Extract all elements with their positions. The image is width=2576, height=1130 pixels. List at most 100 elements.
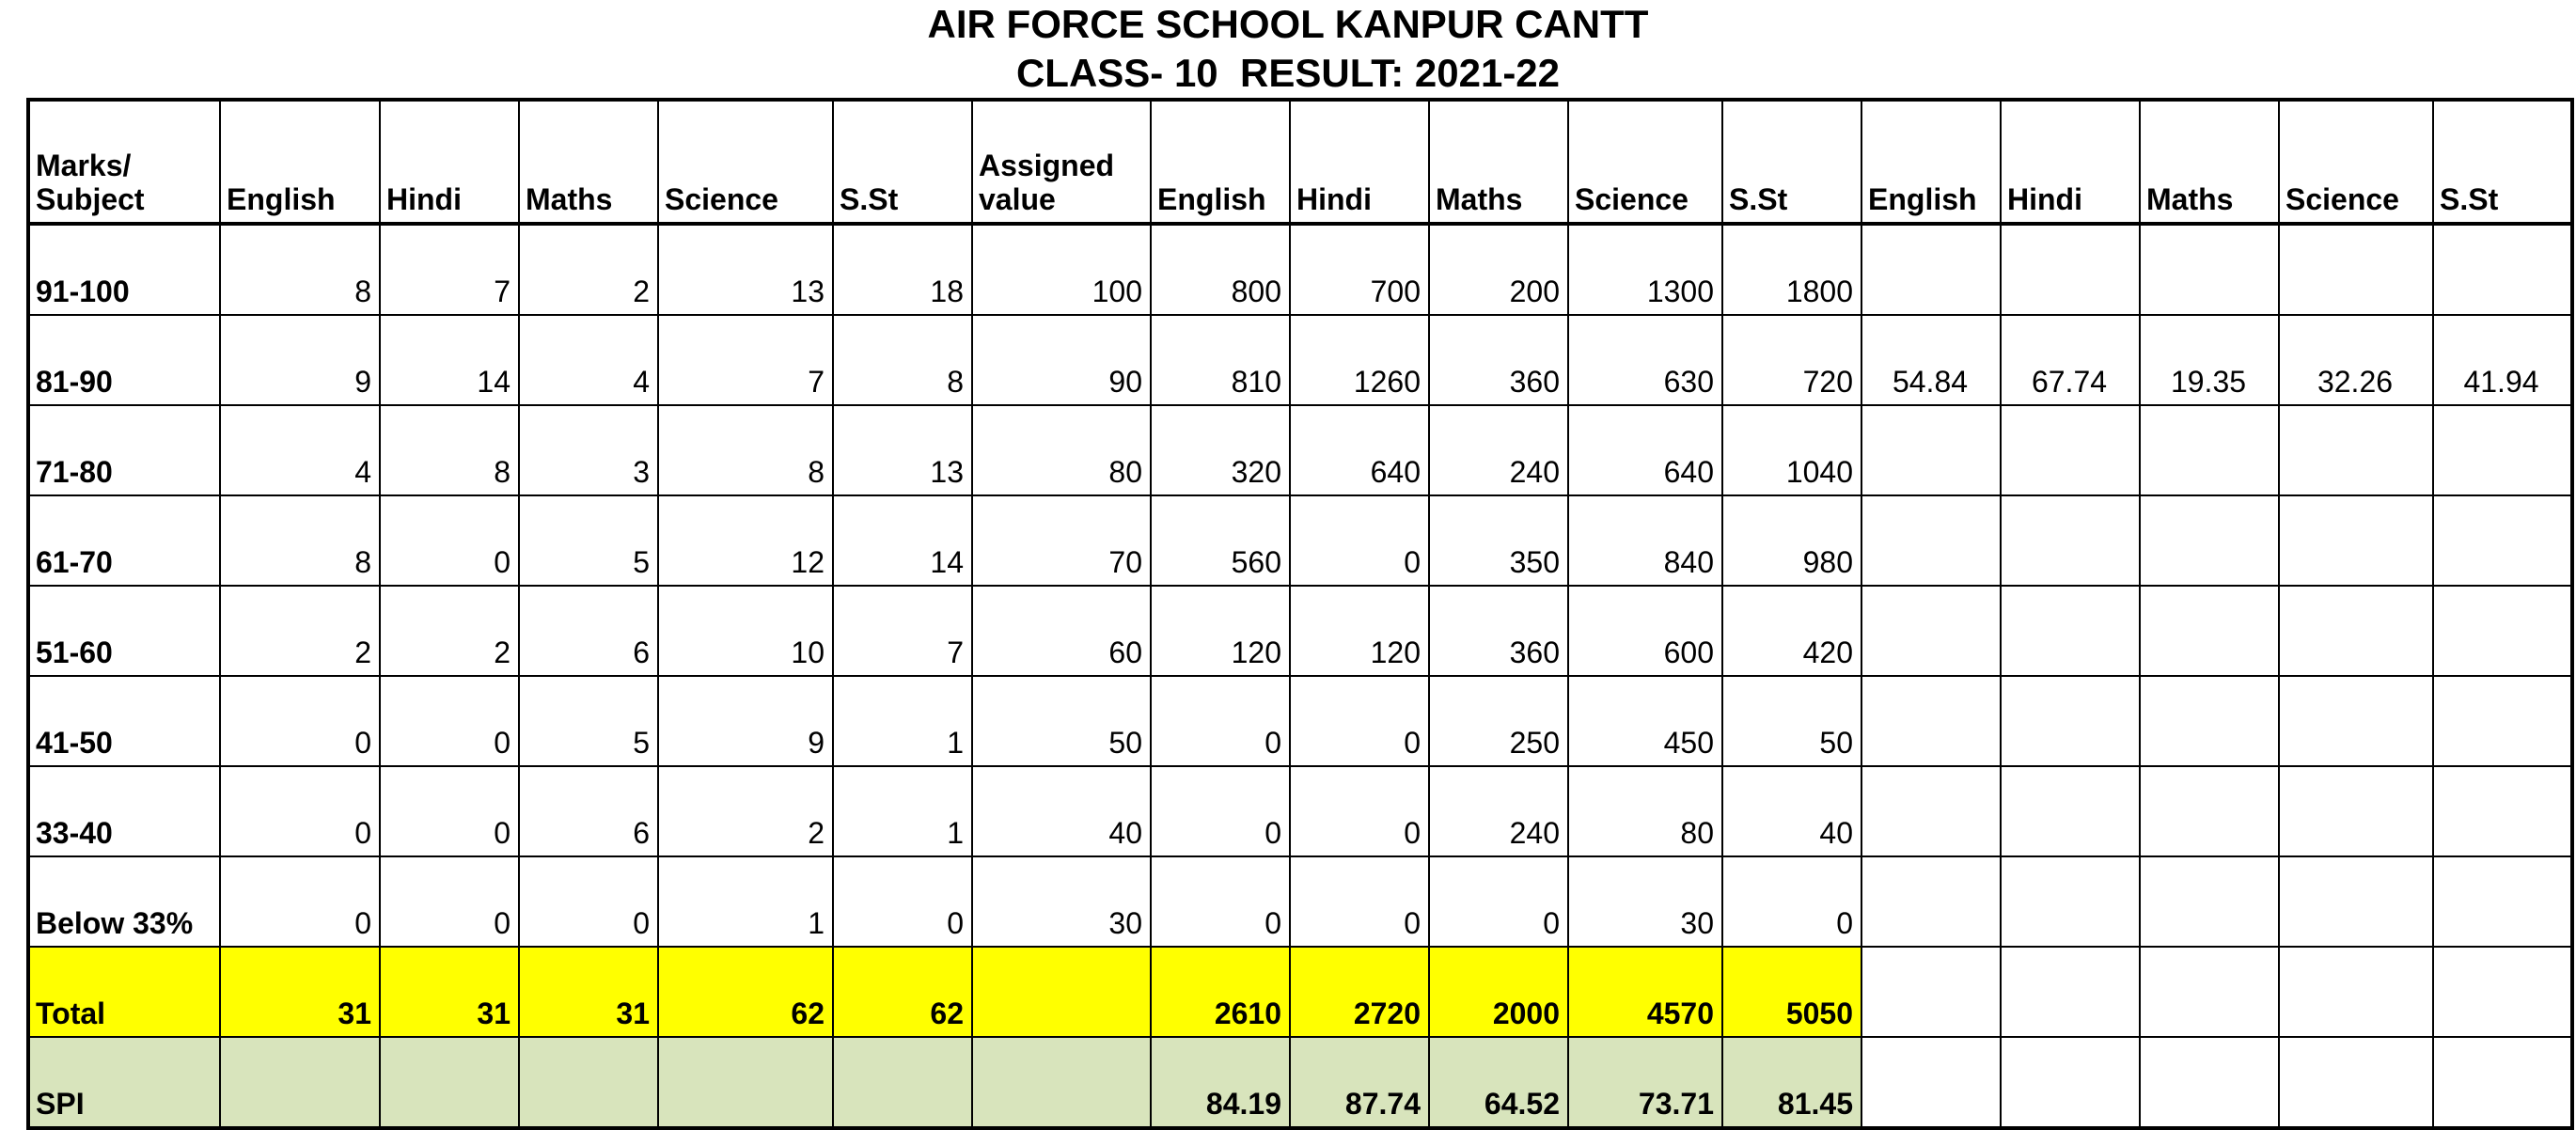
column-header: Science [1567,99,1723,225]
count-cell: 2 [518,223,659,316]
percent-cell: 67.74 [2000,314,2141,406]
table-row: 91-100 8 7 2 13 18 100 800 700 200 1300 1800 [27,223,2573,316]
weighted-cell: 1300 [1567,223,1723,316]
percent-cell [2000,223,2141,316]
assigned-value-cell: 60 [971,585,1152,677]
count-cell: 4 [518,314,659,406]
weighted-cell: 360 [1428,314,1569,406]
column-header: English [219,99,381,225]
percent-cell [2000,946,2141,1038]
weighted-cell: 200 [1428,223,1569,316]
percent-cell [1861,585,2002,677]
percent-cell [2139,675,2280,767]
count-cell: 8 [379,404,520,496]
row-label: 91-100 [27,223,221,316]
percent-cell: 54.84 [1861,314,2002,406]
row-label: 71-80 [27,404,221,496]
weighted-cell: 250 [1428,675,1569,767]
count-cell: 2 [379,585,520,677]
percent-cell [2139,494,2280,587]
percent-cell [2139,223,2280,316]
header-row: Marks/ Subject English Hindi Maths Science S.… [27,99,2573,225]
weighted-cell: 810 [1150,314,1291,406]
count-cell [379,1036,520,1129]
count-cell [832,1036,973,1129]
percent-cell [1861,404,2002,496]
percent-cell [1861,765,2002,857]
column-header: Hindi [379,99,520,225]
percent-cell [2432,404,2573,496]
count-cell: 1 [832,765,973,857]
percent-cell [2278,675,2434,767]
weighted-cell: 30 [1567,855,1723,948]
assigned-value-cell: 50 [971,675,1152,767]
assigned-value-cell: 40 [971,765,1152,857]
percent-cell [2432,1036,2573,1129]
weighted-cell: 800 [1150,223,1291,316]
table-row: 71-80 4 8 3 8 13 80 320 640 240 640 1040 [27,404,2573,496]
assigned-value-cell: 90 [971,314,1152,406]
count-cell: 0 [379,765,520,857]
weighted-cell: 840 [1567,494,1723,587]
percent-cell [2000,675,2141,767]
percent-cell [2432,855,2573,948]
count-cell: 0 [219,765,381,857]
count-cell: 62 [832,946,973,1038]
weighted-cell: 2000 [1428,946,1569,1038]
column-header: Hindi [2000,99,2141,225]
percent-cell [1861,946,2002,1038]
weighted-cell: 240 [1428,765,1569,857]
weighted-cell: 640 [1567,404,1723,496]
weighted-cell: 720 [1721,314,1862,406]
count-cell: 3 [518,404,659,496]
count-cell: 9 [219,314,381,406]
weighted-cell: 630 [1567,314,1723,406]
percent-cell: 32.26 [2278,314,2434,406]
percent-cell: 19.35 [2139,314,2280,406]
weighted-cell: 700 [1289,223,1430,316]
weighted-cell: 0 [1289,494,1430,587]
weighted-cell: 640 [1289,404,1430,496]
count-cell: 7 [832,585,973,677]
weighted-cell: 50 [1721,675,1862,767]
count-cell: 2 [657,765,834,857]
weighted-cell: 360 [1428,585,1569,677]
count-cell: 9 [657,675,834,767]
row-label: Total [27,946,221,1038]
count-cell: 62 [657,946,834,1038]
weighted-cell: 4570 [1567,946,1723,1038]
weighted-cell: 120 [1150,585,1291,677]
weighted-cell: 80 [1567,765,1723,857]
weighted-cell: 0 [1289,675,1430,767]
percent-cell [2139,1036,2280,1129]
count-cell: 6 [518,765,659,857]
percent-cell [2432,675,2573,767]
row-label: 51-60 [27,585,221,677]
count-cell: 8 [219,223,381,316]
assigned-value-cell: 100 [971,223,1152,316]
percent-cell [2278,404,2434,496]
count-cell: 0 [379,855,520,948]
percent-cell [2139,855,2280,948]
percent-cell [2139,585,2280,677]
weighted-cell: 2610 [1150,946,1291,1038]
count-cell: 13 [657,223,834,316]
column-header: Assigned value [971,99,1152,225]
count-cell: 6 [518,585,659,677]
table-row: 33-40 0 0 6 2 1 40 0 0 240 80 40 [27,765,2573,857]
percent-cell [1861,855,2002,948]
percent-cell [1861,675,2002,767]
table-row: 81-90 9 14 4 7 8 90 810 1260 360 630 720 54.84 67.74 1… [27,314,2573,406]
table-row: 61-70 8 0 5 12 14 70 560 0 350 840 980 [27,494,2573,587]
count-cell: 5 [518,675,659,767]
weighted-cell: 84.19 [1150,1036,1291,1129]
spi-row: SPI 84.19 87.74 64.52 73.71 81.45 [27,1036,2573,1129]
column-header: S.St [2432,99,2573,225]
count-cell: 8 [832,314,973,406]
count-cell [219,1036,381,1129]
count-cell: 12 [657,494,834,587]
percent-cell [2278,946,2434,1038]
count-cell: 14 [832,494,973,587]
weighted-cell: 240 [1428,404,1569,496]
row-label: SPI [27,1036,221,1129]
